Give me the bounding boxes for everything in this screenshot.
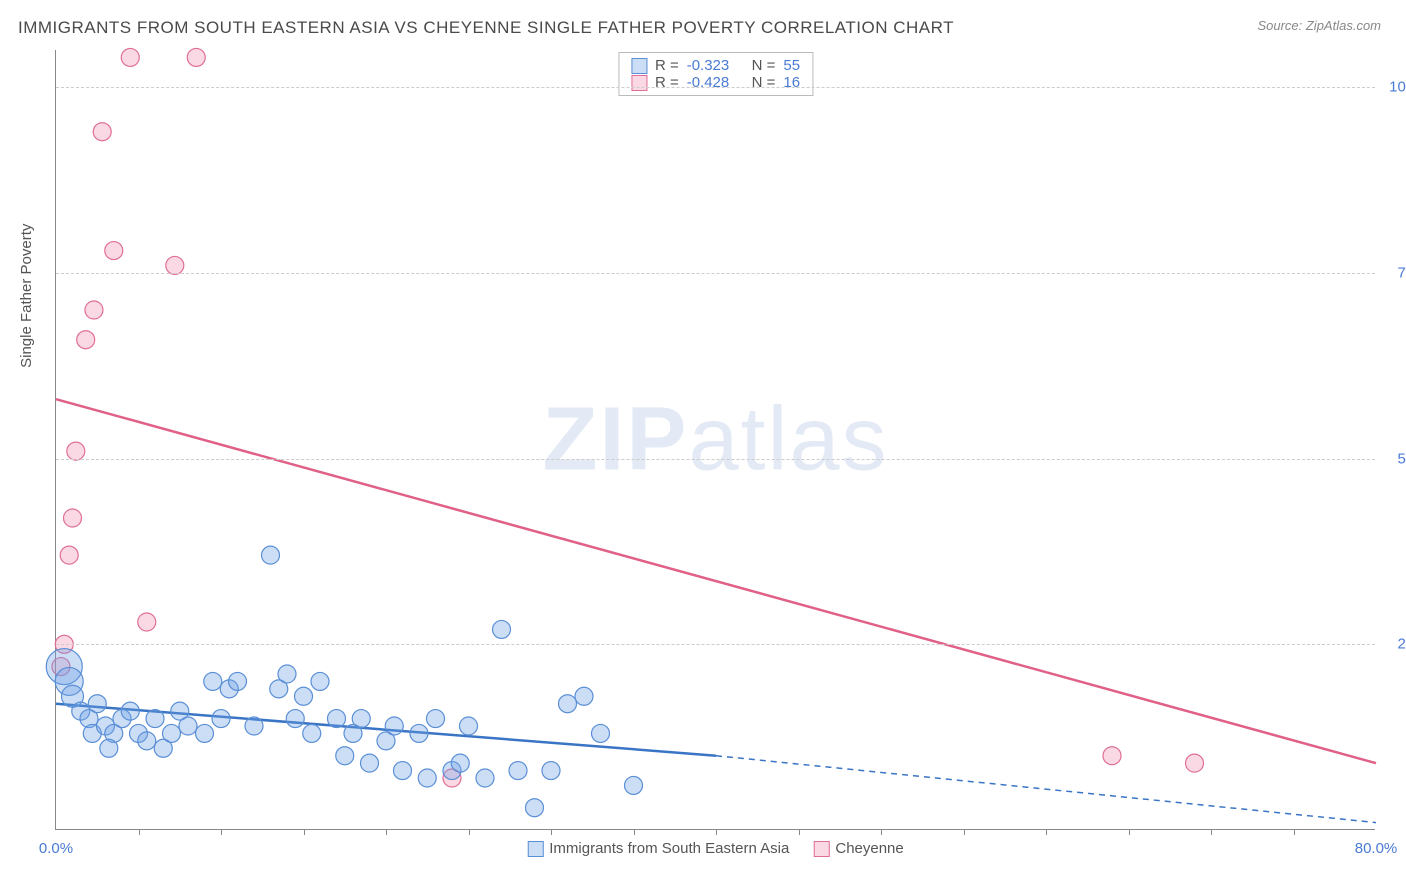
data-point xyxy=(121,48,139,66)
data-point xyxy=(592,724,610,742)
x-tick xyxy=(386,829,387,835)
data-point xyxy=(410,724,428,742)
series-legend-label-2: Cheyenne xyxy=(835,840,903,857)
x-tick xyxy=(1046,829,1047,835)
data-point xyxy=(559,695,577,713)
data-point xyxy=(295,687,313,705)
data-point xyxy=(64,509,82,527)
data-point xyxy=(163,724,181,742)
y-tick-label: 25.0% xyxy=(1397,636,1406,653)
data-point xyxy=(204,672,222,690)
data-point xyxy=(625,776,643,794)
data-point xyxy=(93,123,111,141)
x-tick xyxy=(304,829,305,835)
data-point xyxy=(1103,747,1121,765)
data-point xyxy=(138,613,156,631)
data-point xyxy=(196,724,214,742)
x-tick xyxy=(1211,829,1212,835)
data-point xyxy=(1186,754,1204,772)
data-point xyxy=(476,769,494,787)
x-tick xyxy=(964,829,965,835)
source-attribution: Source: ZipAtlas.com xyxy=(1257,18,1381,33)
data-point xyxy=(328,710,346,728)
data-point xyxy=(88,695,106,713)
data-point xyxy=(245,717,263,735)
data-point xyxy=(146,710,164,728)
data-point xyxy=(418,769,436,787)
series-legend-swatch-1 xyxy=(527,841,543,857)
x-tick xyxy=(881,829,882,835)
data-point xyxy=(105,242,123,260)
data-point xyxy=(166,256,184,274)
plot-area: ZIPatlas R = -0.323 N = 55 R = -0.428 N … xyxy=(55,50,1375,830)
series-legend: Immigrants from South Eastern Asia Cheye… xyxy=(527,840,904,857)
gridline xyxy=(56,273,1375,274)
series-legend-label-1: Immigrants from South Eastern Asia xyxy=(549,840,789,857)
data-point xyxy=(352,710,370,728)
x-tick xyxy=(716,829,717,835)
data-point xyxy=(311,672,329,690)
data-point xyxy=(77,331,95,349)
trendline-1 xyxy=(56,399,1376,763)
y-axis-label: Single Father Poverty xyxy=(18,224,35,368)
gridline xyxy=(56,87,1375,88)
data-point xyxy=(278,665,296,683)
data-point xyxy=(303,724,321,742)
data-point xyxy=(286,710,304,728)
x-tick xyxy=(634,829,635,835)
data-point xyxy=(85,301,103,319)
data-point xyxy=(100,739,118,757)
data-point xyxy=(187,48,205,66)
x-tick-label: 0.0% xyxy=(39,840,73,857)
plot-svg xyxy=(56,50,1375,829)
chart-title: IMMIGRANTS FROM SOUTH EASTERN ASIA VS CH… xyxy=(18,18,954,38)
x-tick-label: 80.0% xyxy=(1355,840,1398,857)
data-point xyxy=(262,546,280,564)
gridline xyxy=(56,459,1375,460)
data-point xyxy=(451,754,469,772)
x-tick xyxy=(469,829,470,835)
data-point xyxy=(361,754,379,772)
data-point xyxy=(542,762,560,780)
x-tick xyxy=(551,829,552,835)
data-point xyxy=(179,717,197,735)
data-point xyxy=(60,546,78,564)
data-point xyxy=(460,717,478,735)
data-point xyxy=(526,799,544,817)
trendline-ext-0 xyxy=(716,756,1376,823)
data-point xyxy=(336,747,354,765)
data-point xyxy=(427,710,445,728)
x-tick xyxy=(1294,829,1295,835)
data-point xyxy=(229,672,247,690)
data-point xyxy=(385,717,403,735)
y-tick-label: 50.0% xyxy=(1397,450,1406,467)
data-point xyxy=(138,732,156,750)
y-tick-label: 100.0% xyxy=(1389,79,1406,96)
data-point xyxy=(121,702,139,720)
data-point xyxy=(575,687,593,705)
series-legend-item-2: Cheyenne xyxy=(813,840,903,857)
data-point xyxy=(509,762,527,780)
y-tick-label: 75.0% xyxy=(1397,264,1406,281)
series-legend-item-1: Immigrants from South Eastern Asia xyxy=(527,840,789,857)
data-point xyxy=(67,442,85,460)
data-point xyxy=(493,620,511,638)
x-tick xyxy=(139,829,140,835)
data-point xyxy=(212,710,230,728)
x-tick xyxy=(799,829,800,835)
x-tick xyxy=(1129,829,1130,835)
data-point xyxy=(394,762,412,780)
series-legend-swatch-2 xyxy=(813,841,829,857)
gridline xyxy=(56,644,1375,645)
x-tick xyxy=(221,829,222,835)
